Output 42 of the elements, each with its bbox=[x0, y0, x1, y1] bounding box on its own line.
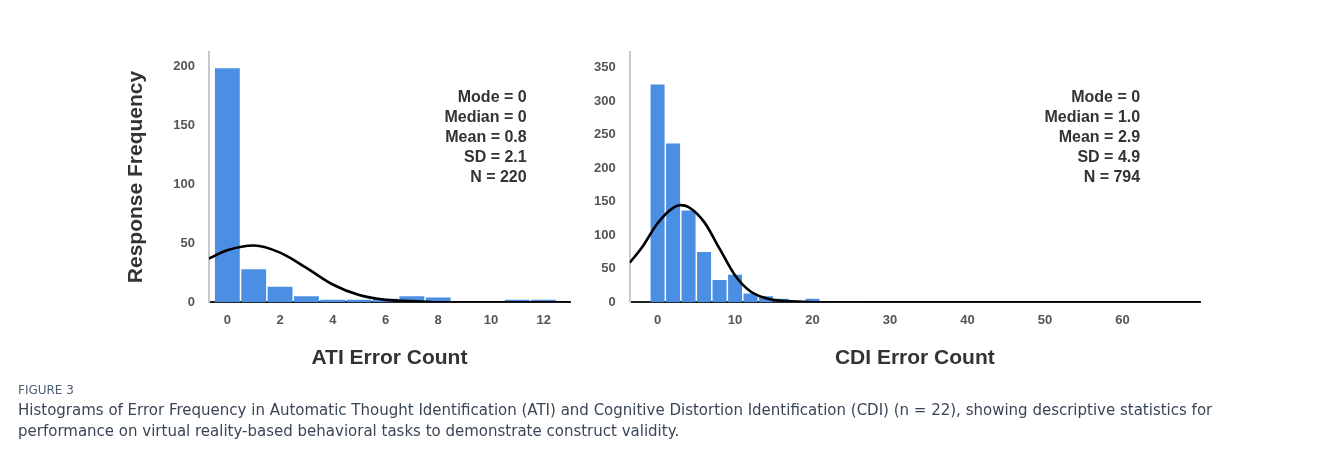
annotation: N = 220 bbox=[470, 168, 527, 186]
y-tick-label: 100 bbox=[173, 175, 195, 191]
annotation: Mode = 0 bbox=[457, 88, 527, 106]
text: FIGURE 3 bbox=[18, 383, 75, 397]
y-tick-label: 0 bbox=[187, 293, 195, 309]
y-tick-label: 150 bbox=[593, 193, 616, 209]
x-tick-label: 2 bbox=[276, 311, 284, 327]
annotation: Mean = 0.8 bbox=[445, 128, 527, 146]
text: Histograms of Error Frequency in Automatic Thought Identification (ATI) and Cognitive Distortion Identification (CDI) (n = 22), showing descriptive statistics for performance on virtual reality-based behavioral tasks to demonstrate construct validity. bbox=[18, 400, 1214, 442]
x-tick-label: 10 bbox=[483, 311, 499, 327]
x-tick-label: 0 bbox=[223, 311, 231, 327]
annotation: Median = 1.0 bbox=[1044, 108, 1141, 126]
x-axis-title: CDI Error Count bbox=[834, 345, 995, 369]
y-tick-label: 300 bbox=[593, 92, 616, 108]
y-tick-label: 350 bbox=[593, 59, 616, 75]
x-axis-title: ATI Error Count bbox=[311, 345, 468, 369]
y-tick-label: 0 bbox=[608, 293, 616, 309]
x-tick-label: 6 bbox=[381, 311, 390, 327]
x-tick-label: 60 bbox=[1115, 311, 1130, 327]
y-axis-title: Response Frequency bbox=[123, 70, 147, 284]
annotation: SD = 2.1 bbox=[463, 148, 527, 166]
x-tick-label: 4 bbox=[329, 311, 338, 327]
x-tick-label: 8 bbox=[434, 311, 442, 327]
x-tick-label: 30 bbox=[882, 311, 898, 327]
x-tick-label: 10 bbox=[727, 311, 743, 327]
x-tick-label: 50 bbox=[1037, 311, 1053, 327]
y-tick-label: 200 bbox=[173, 57, 195, 73]
y-tick-label: 50 bbox=[601, 260, 616, 276]
annotation: Mean = 2.9 bbox=[1058, 128, 1141, 146]
annotation: Median = 0 bbox=[444, 108, 527, 126]
y-tick-label: 250 bbox=[593, 126, 616, 142]
annotation: N = 794 bbox=[1083, 168, 1141, 186]
annotation: SD = 4.9 bbox=[1077, 148, 1141, 166]
y-tick-label: 200 bbox=[593, 159, 616, 175]
annotation: Mode = 0 bbox=[1071, 88, 1141, 106]
y-tick-label: 100 bbox=[593, 226, 616, 242]
y-tick-label: 150 bbox=[173, 116, 195, 132]
x-tick-label: 40 bbox=[960, 311, 975, 327]
x-tick-label: 20 bbox=[805, 311, 820, 327]
x-tick-label: 12 bbox=[536, 311, 551, 327]
x-tick-label: 0 bbox=[653, 311, 662, 327]
y-tick-label: 50 bbox=[180, 234, 195, 250]
